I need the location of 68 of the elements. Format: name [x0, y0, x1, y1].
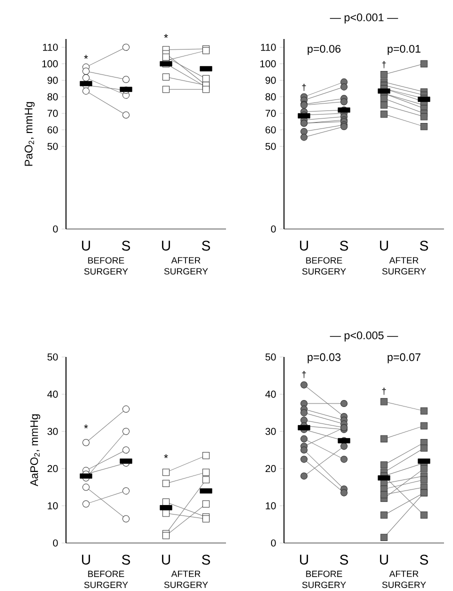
text: AFTER SURGERY [382, 257, 426, 275]
annotation: p=0.07 [388, 353, 420, 364]
y-tick-label: 80 [48, 93, 58, 100]
y-tick-label: 40 [265, 390, 276, 398]
y-tick-label: 90 [266, 76, 276, 84]
y-tick-label: 10 [48, 502, 58, 510]
x-tick-label: U [380, 554, 388, 565]
x-tick-label: U [162, 554, 170, 565]
x-tick-label: S [420, 554, 428, 565]
text: BEFORE SURGERY [84, 570, 128, 588]
y-tick-label: 110 [43, 44, 58, 51]
chart-title: — p<0.001 — [330, 14, 398, 24]
x-tick-label: U [300, 554, 308, 565]
text: BEFORE SURGERY [302, 570, 346, 588]
y-tick-label: 0 [53, 225, 58, 233]
annotation: † [382, 61, 386, 68]
y-tick-label: 0 [271, 539, 276, 547]
y-tick-label: 70 [266, 110, 276, 117]
annotation: † [302, 84, 306, 91]
text: AFTER SURGERY [164, 570, 208, 588]
y-tick-label: 110 [261, 44, 276, 51]
annotation: p=0.01 [388, 44, 420, 55]
x-tick-label: S [202, 240, 210, 251]
text: BEFORE SURGERY [84, 257, 128, 275]
y-tick-label: 100 [260, 60, 276, 68]
y-tick-label: 30 [265, 428, 276, 435]
y-tick-label: 30 [47, 428, 58, 435]
text: AFTER SURGERY [382, 570, 426, 588]
y-tick-label: 80 [266, 93, 276, 100]
y-axis-title: PaO$_{2}$, mmHg [24, 102, 35, 166]
y-tick-label: 20 [48, 465, 58, 472]
x-tick-label: U [162, 240, 170, 251]
y-tick-label: 100 [42, 60, 58, 68]
text: * [164, 34, 168, 38]
y-tick-label: 50 [265, 142, 276, 150]
y-tick-label: 90 [48, 76, 58, 84]
annotation: p=0.06 [308, 44, 340, 55]
x-tick-label: S [340, 554, 348, 565]
y-tick-label: 50 [265, 353, 276, 361]
x-tick-label: S [122, 240, 130, 251]
x-tick-label: S [202, 554, 210, 565]
annotation: p=0.03 [308, 353, 340, 364]
y-tick-label: 0 [53, 539, 58, 547]
chart-title: — p<0.005 — [330, 332, 398, 342]
x-tick-label: S [122, 554, 130, 565]
text: AFTER SURGERY [164, 257, 208, 275]
y-tick-label: 50 [47, 353, 58, 361]
annotation: † [382, 388, 386, 395]
y-tick-label: 0 [271, 225, 276, 233]
annotation: * [84, 424, 88, 428]
x-tick-label: S [340, 240, 348, 251]
annotation: † [302, 370, 306, 378]
x-tick-label: U [380, 240, 388, 251]
y-axis-title: AaPO$_{2}$, mmHg [30, 414, 40, 486]
x-tick-label: U [300, 240, 308, 251]
x-tick-label: S [420, 240, 428, 251]
x-tick-label: U [82, 554, 90, 565]
x-tick-label: U [82, 240, 90, 251]
y-tick-label: 60 [266, 126, 276, 134]
annotation: * [84, 54, 88, 59]
annotation: * [164, 454, 168, 458]
y-tick-label: 60 [48, 126, 58, 134]
y-tick-label: 20 [266, 465, 276, 472]
y-tick-label: 70 [48, 110, 58, 117]
y-tick-label: 50 [47, 142, 58, 150]
y-tick-label: 10 [266, 502, 276, 510]
text: BEFORE SURGERY [302, 257, 346, 275]
y-tick-label: 40 [47, 390, 58, 398]
